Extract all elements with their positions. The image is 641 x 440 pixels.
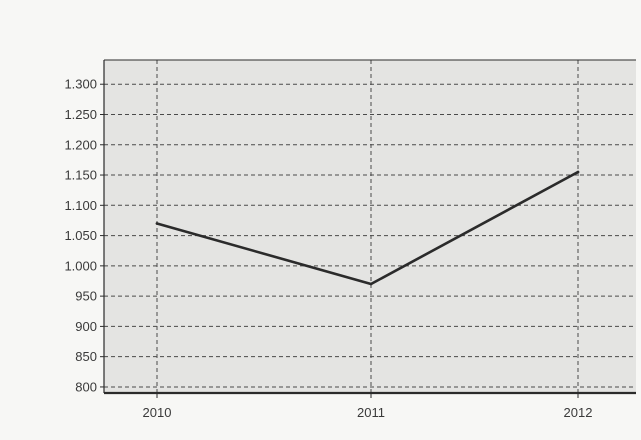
axes — [103, 59, 636, 395]
y-tick-label: 950 — [75, 289, 97, 304]
x-tick-label: 2011 — [357, 405, 385, 420]
y-tick-label: 1.000 — [64, 258, 97, 273]
y-tick-label: 1.250 — [64, 107, 97, 122]
y-tick-label: 800 — [75, 379, 97, 394]
plot-area — [104, 60, 636, 393]
y-tick-label: 1.100 — [64, 198, 97, 213]
series-layer — [155, 170, 580, 286]
x-tick-label: 2012 — [564, 405, 593, 420]
data-point — [369, 282, 373, 286]
data-point — [576, 170, 580, 174]
y-tick-label: 900 — [75, 319, 97, 334]
x-tick-label: 2010 — [143, 405, 172, 420]
y-tick-label: 1.300 — [64, 77, 97, 92]
data-point — [155, 222, 159, 225]
y-tick-label: 1.050 — [64, 228, 97, 243]
y-tick-label: 1.200 — [64, 137, 97, 152]
y-tick-label: 1.150 — [64, 168, 97, 183]
gridlines — [104, 60, 636, 393]
tick-labels: 800 850 900 950 1.000 1.050 1.100 1.150 1.200 1.2… — [64, 77, 592, 420]
y-tick-label: 850 — [75, 349, 97, 364]
